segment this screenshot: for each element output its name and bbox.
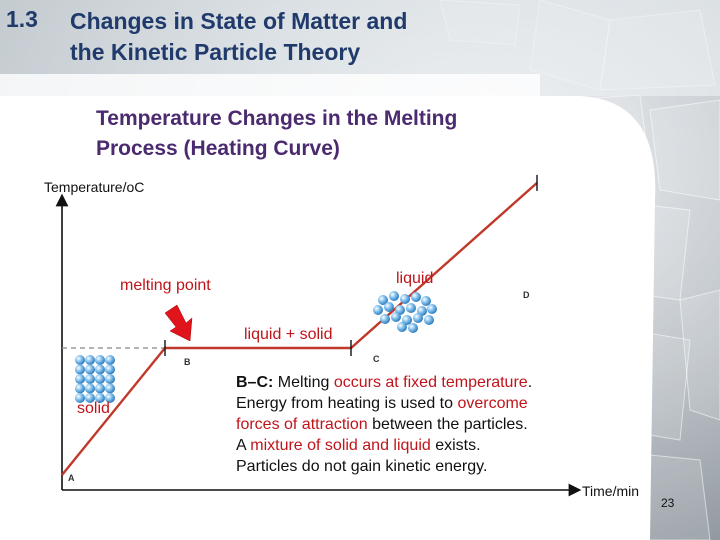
liquid-particle [373, 305, 383, 315]
explanation-line-5: Particles do not gain kinetic energy. [236, 456, 616, 477]
liquid-particle [378, 295, 388, 305]
liquid-particle [413, 313, 423, 323]
subtitle-line-2: Process (Heating Curve) [96, 137, 340, 160]
solid-particle [75, 355, 85, 365]
solid-particle [95, 364, 105, 375]
slide-subtitle: Temperature Changes in the Melting Proce… [96, 104, 457, 164]
liquid-particle [406, 303, 416, 313]
section-number: 1.3 [6, 6, 38, 32]
solid-particle [105, 393, 115, 403]
subtitle-line-1: Temperature Changes in the Melting [96, 107, 458, 130]
solid-particle [85, 355, 95, 365]
solid-particle [75, 393, 85, 403]
solid-particle [105, 355, 115, 365]
text-run: exists. [430, 437, 481, 454]
solid-particle [95, 374, 105, 384]
text-run: mixture of solid and liquid [250, 437, 431, 454]
liquid-particle [380, 314, 390, 324]
red-arrow-icon [164, 304, 193, 342]
solid-particle [85, 393, 95, 403]
liquid-solid-label: liquid + solid [244, 326, 333, 343]
y-axis-label: Temperature/oC [44, 179, 145, 195]
text-run: Melting [273, 374, 334, 391]
text-run: forces of attraction [236, 416, 368, 433]
explanation-line-3: forces of attraction between the particl… [236, 414, 616, 435]
liquid-particle [391, 312, 401, 322]
liquid-particle [389, 291, 399, 301]
solid-particles-icon [75, 355, 115, 403]
page-number: 23 [661, 496, 675, 510]
liquid-label: liquid [396, 270, 434, 287]
title-line-2: the Kinetic Particle Theory [70, 39, 361, 65]
solid-particle [85, 383, 95, 394]
slide-title: Changes in State of Matter and the Kinet… [70, 6, 407, 68]
liquid-particle [411, 292, 421, 302]
text-run: Energy from heating is used to [236, 395, 458, 412]
text-run: Particles do not gain kinetic energy. [236, 458, 488, 475]
solid-particle [85, 364, 95, 375]
solid-particle [95, 393, 105, 403]
text-run: A [236, 437, 251, 454]
solid-particle [95, 383, 105, 394]
solid-particle [105, 364, 115, 375]
point-label-c: C [373, 354, 380, 364]
solid-particle [105, 374, 115, 384]
liquid-particle [402, 315, 412, 325]
liquid-particle [408, 323, 418, 333]
liquid-particle [400, 294, 410, 304]
liquid-particles-icon [373, 291, 437, 333]
liquid-particle [427, 304, 437, 314]
liquid-particle [397, 322, 407, 332]
text-run: . [527, 374, 533, 391]
solid-particle [75, 374, 85, 384]
solid-label: solid [77, 400, 110, 417]
liquid-particle [421, 296, 431, 306]
solid-particle [85, 374, 95, 384]
point-label-b: B [184, 357, 191, 367]
solid-particle [105, 383, 115, 394]
text-run: B–C: [236, 374, 274, 391]
text-run: overcome [457, 395, 528, 412]
explanation-line-2: Energy from heating is used to overcome [236, 393, 616, 414]
point-label-a: A [68, 473, 75, 483]
liquid-particle [384, 302, 394, 312]
heating-curve-line [61, 182, 538, 476]
solid-particle [75, 383, 85, 394]
text-run: between the particles. [367, 416, 528, 433]
liquid-particle [424, 315, 434, 325]
explanation-line-4: A mixture of solid and liquid exists. [236, 435, 616, 456]
melting-point-label: melting point [120, 277, 211, 294]
title-line-1: Changes in State of Matter and [70, 8, 408, 34]
text-run: occurs at fixed temperature [333, 374, 528, 391]
x-axis-label: Time/min [582, 483, 640, 499]
solid-particle [75, 364, 85, 375]
point-label-d: D [523, 290, 530, 300]
explanation-text: B–C: Melting occurs at fixed temperature… [236, 372, 616, 477]
explanation-line-1: B–C: Melting occurs at fixed temperature… [236, 372, 616, 393]
solid-particle [95, 355, 105, 365]
